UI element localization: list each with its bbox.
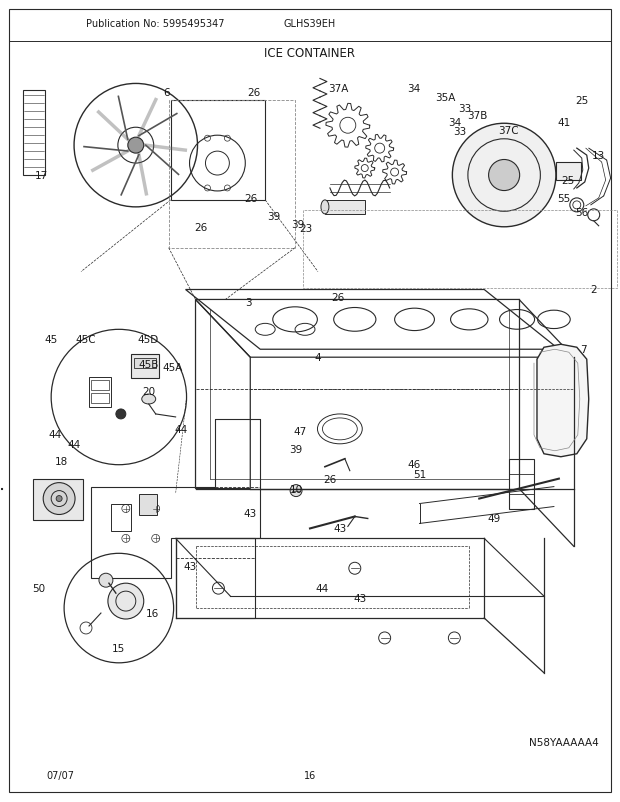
Bar bbox=[89, 378, 111, 407]
Text: 18: 18 bbox=[55, 456, 68, 466]
Text: 46: 46 bbox=[408, 459, 421, 469]
Text: 26: 26 bbox=[247, 88, 261, 99]
Text: 39: 39 bbox=[291, 220, 304, 229]
Text: 4: 4 bbox=[315, 353, 321, 363]
Text: 44: 44 bbox=[48, 429, 62, 439]
Bar bbox=[131, 354, 159, 379]
Text: 39: 39 bbox=[268, 212, 281, 221]
Text: 25: 25 bbox=[575, 96, 588, 106]
Text: 2: 2 bbox=[590, 286, 597, 295]
Text: 10: 10 bbox=[290, 484, 303, 494]
Circle shape bbox=[56, 496, 62, 502]
Text: 45: 45 bbox=[45, 335, 58, 345]
Text: 34: 34 bbox=[448, 118, 461, 128]
Text: 55: 55 bbox=[557, 193, 570, 204]
Bar bbox=[33, 479, 83, 520]
Text: 7: 7 bbox=[580, 345, 587, 354]
Text: 17: 17 bbox=[35, 171, 48, 180]
Bar bbox=[509, 460, 534, 509]
Polygon shape bbox=[537, 345, 589, 457]
Text: 16: 16 bbox=[146, 608, 159, 618]
Text: 44: 44 bbox=[174, 424, 187, 435]
Text: 45A: 45A bbox=[162, 363, 183, 373]
Text: 3: 3 bbox=[245, 298, 252, 308]
Text: 37C: 37C bbox=[498, 126, 518, 136]
Bar bbox=[111, 504, 131, 532]
Text: 43: 43 bbox=[333, 524, 347, 534]
Circle shape bbox=[43, 483, 75, 515]
Text: 07/07: 07/07 bbox=[46, 771, 74, 780]
Text: 15: 15 bbox=[112, 643, 125, 653]
Circle shape bbox=[116, 410, 126, 419]
Bar bbox=[175, 539, 255, 618]
Text: 37B: 37B bbox=[467, 111, 487, 121]
Text: 6: 6 bbox=[163, 88, 170, 99]
Text: 45D: 45D bbox=[137, 335, 158, 345]
Text: 20: 20 bbox=[142, 387, 155, 396]
Text: 34: 34 bbox=[407, 84, 420, 95]
Text: 26: 26 bbox=[331, 293, 345, 303]
Circle shape bbox=[290, 485, 302, 497]
Text: Publication No: 5995495347: Publication No: 5995495347 bbox=[86, 18, 224, 29]
Text: 35A: 35A bbox=[435, 93, 456, 103]
Bar bbox=[91, 394, 109, 403]
Text: 23: 23 bbox=[299, 224, 312, 233]
Circle shape bbox=[453, 124, 556, 228]
Text: 44: 44 bbox=[68, 439, 81, 449]
Ellipse shape bbox=[321, 200, 329, 215]
Text: 51: 51 bbox=[413, 469, 426, 479]
Text: 13: 13 bbox=[592, 151, 605, 161]
Bar bbox=[170, 101, 265, 200]
Circle shape bbox=[108, 583, 144, 619]
Text: 26: 26 bbox=[323, 474, 337, 484]
Text: 26: 26 bbox=[245, 193, 258, 204]
Text: 44: 44 bbox=[316, 583, 329, 593]
Text: 25: 25 bbox=[561, 176, 575, 186]
Text: 37A: 37A bbox=[328, 84, 348, 95]
Bar bbox=[139, 494, 157, 516]
Text: 33: 33 bbox=[458, 104, 471, 114]
Bar bbox=[91, 381, 109, 391]
Text: 33: 33 bbox=[453, 127, 466, 137]
Text: 26: 26 bbox=[194, 222, 207, 233]
Text: ICE CONTAINER: ICE CONTAINER bbox=[265, 47, 355, 60]
Text: N58YAAAAA4: N58YAAAAA4 bbox=[529, 738, 599, 747]
Text: GLHS39EH: GLHS39EH bbox=[284, 18, 336, 29]
Bar bbox=[325, 200, 365, 215]
Text: 43: 43 bbox=[184, 561, 197, 572]
Text: 50: 50 bbox=[33, 583, 46, 593]
Text: 41: 41 bbox=[557, 118, 570, 128]
Text: 43: 43 bbox=[244, 508, 257, 519]
Circle shape bbox=[99, 573, 113, 587]
Text: 39: 39 bbox=[290, 444, 303, 454]
Circle shape bbox=[489, 160, 520, 192]
Text: 47: 47 bbox=[293, 427, 307, 436]
Bar bbox=[134, 358, 156, 369]
Bar bbox=[556, 163, 581, 180]
Bar bbox=[24, 91, 45, 176]
Text: 45C: 45C bbox=[76, 335, 96, 345]
Circle shape bbox=[128, 138, 144, 154]
Ellipse shape bbox=[142, 395, 156, 404]
Text: 45B: 45B bbox=[138, 360, 159, 370]
Text: 49: 49 bbox=[487, 514, 501, 524]
Text: 56: 56 bbox=[575, 208, 588, 217]
Text: 43: 43 bbox=[353, 593, 366, 603]
Text: 16: 16 bbox=[304, 771, 316, 780]
